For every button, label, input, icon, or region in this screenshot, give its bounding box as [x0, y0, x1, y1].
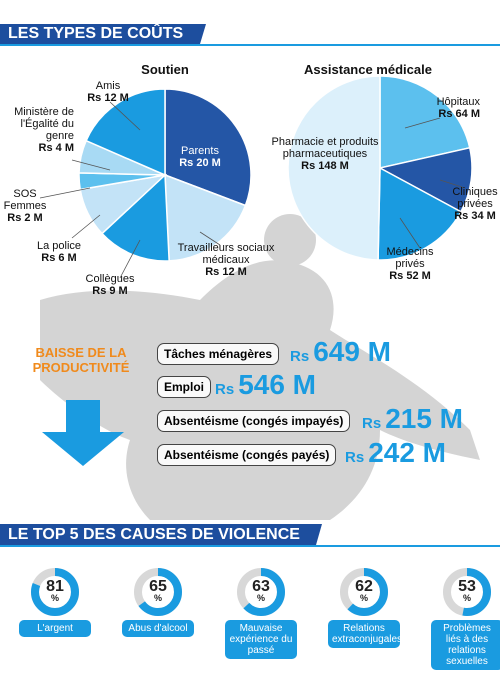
value-label: 546 M	[238, 369, 317, 400]
slice-label: Ministère de l'Égalité du genre Rs 4 M	[2, 106, 74, 154]
donut-value: 62%	[355, 578, 373, 603]
donut-value: 63%	[252, 578, 270, 603]
section-title: LES TYPES DE COÛTS	[8, 25, 184, 42]
slice-name: Collègues	[85, 273, 135, 285]
item-value: Rs 242 M	[345, 438, 446, 473]
currency: Rs	[362, 415, 382, 432]
cause-label: L'argent	[19, 620, 91, 637]
donut-value: 81%	[46, 578, 64, 603]
donut-arc	[134, 568, 182, 616]
donut-arc	[237, 568, 285, 616]
value: 62	[355, 578, 373, 595]
slice-name: Pharmacie et produits pharmaceutiques	[271, 136, 379, 160]
slice-name: Amis	[95, 80, 121, 92]
header-bar	[0, 524, 322, 545]
slice-name: Parents	[181, 145, 219, 157]
donut-value: 65%	[149, 578, 167, 603]
cause-label: Mauvaise expérience du passé	[225, 620, 297, 659]
slice-value: Rs 64 M	[438, 108, 480, 120]
donut-arc	[443, 568, 491, 616]
pie-slice	[377, 166, 462, 261]
slice-name: Hôpitaux	[436, 96, 480, 108]
item-label: Tâches ménagères	[157, 343, 280, 365]
value-label: 215 M	[385, 403, 464, 434]
slice-label: Parents Rs 20 M	[170, 145, 230, 169]
currency: Rs	[215, 381, 235, 398]
item-value: Rs 649 M	[290, 337, 391, 372]
slice-value: Rs 52 M	[389, 270, 431, 282]
slice-label: Hôpitaux Rs 64 M	[420, 96, 480, 120]
item-value: Rs 546 M	[215, 370, 316, 405]
item-label: Absentéisme (congés payés)	[157, 444, 337, 466]
currency: Rs	[290, 348, 310, 365]
slice-value: Rs 2 M	[7, 212, 43, 224]
slice-name: SOS Femmes	[3, 188, 47, 212]
unit: %	[50, 593, 60, 603]
slice-value: Rs 148 M	[301, 160, 349, 172]
value-label: 242 M	[368, 437, 447, 468]
slice-label: Médecins privés Rs 52 M	[380, 246, 440, 282]
unit: %	[256, 593, 266, 603]
pie-slice	[287, 75, 381, 261]
slice-value: Rs 12 M	[87, 92, 129, 104]
silhouette-body	[40, 260, 480, 520]
donut-value: 53%	[458, 578, 476, 603]
value-label: 649 M	[313, 336, 392, 367]
item-label: Emploi	[157, 376, 212, 398]
value: 63	[252, 578, 270, 595]
value: 53	[458, 578, 476, 595]
pie-slice	[164, 88, 252, 207]
donut-arc	[31, 568, 79, 616]
item-label: Absentéisme (congés impayés)	[157, 410, 351, 432]
header-bar	[0, 24, 206, 44]
donut-arc	[340, 568, 388, 616]
silhouette-head	[264, 214, 316, 266]
slice-label: Travailleurs sociaux médicaux Rs 12 M	[172, 242, 280, 278]
unit: %	[359, 593, 369, 603]
slice-label: Amis Rs 12 M	[80, 80, 136, 104]
item-value: Rs 215 M	[362, 404, 463, 439]
slice-label: Collègues Rs 9 M	[82, 273, 138, 297]
slice-value: Rs 12 M	[205, 266, 247, 278]
pie-title: Soutien	[141, 62, 189, 77]
slice-name: Ministère de l'Égalité du genre	[14, 106, 74, 142]
cause-label: Relations extraconjugales	[328, 620, 402, 648]
slice-name: Travailleurs sociaux médicaux	[177, 242, 275, 266]
productivity-title: BAISSE DE LA PRODUCTIVITÉ	[32, 345, 130, 375]
cause-label: Abus d'alcool	[122, 620, 194, 637]
section-title: LE TOP 5 DES CAUSES DE VIOLENCE	[8, 526, 300, 543]
slice-value: Rs 4 M	[38, 142, 74, 154]
value: 81	[46, 578, 64, 595]
value: 65	[149, 578, 167, 595]
leaders	[39, 101, 466, 279]
arrow	[42, 400, 124, 466]
unit: %	[462, 593, 472, 603]
pie-slice	[164, 173, 247, 262]
slice-label: SOS Femmes Rs 2 M	[0, 188, 50, 224]
silhouette	[40, 214, 480, 520]
slice-value: Rs 6 M	[41, 252, 77, 264]
pie-slice	[85, 88, 166, 177]
slice-label: Pharmacie et produits pharmaceutiques Rs …	[270, 136, 380, 172]
slice-name: La police	[36, 240, 82, 252]
slice-value: Rs 9 M	[92, 285, 128, 297]
unit: %	[153, 593, 163, 603]
pie-title: Assistance médicale	[304, 62, 432, 77]
slice-label: Cliniques privées Rs 34 M	[440, 186, 500, 222]
slice-name: Médecins privés	[386, 246, 434, 270]
cause-label: Problèmes liés à des relations sexuelles	[431, 620, 500, 670]
slice-label: La police Rs 6 M	[30, 240, 88, 264]
currency: Rs	[345, 449, 365, 466]
slice-value: Rs 20 M	[179, 157, 221, 169]
slice-value: Rs 34 M	[454, 210, 496, 222]
slice-name: Cliniques privées	[452, 186, 498, 210]
pie-slice	[377, 146, 473, 213]
